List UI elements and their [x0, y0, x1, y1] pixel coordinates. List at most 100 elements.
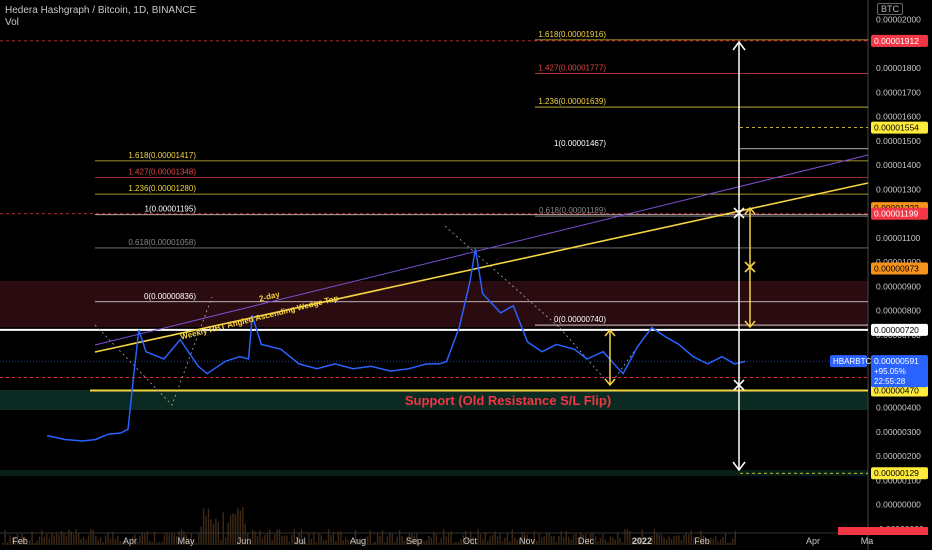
volume-bar [139, 535, 141, 545]
volume-bar [173, 534, 175, 545]
volume-bar [663, 537, 665, 545]
x-tick-label: Apr [123, 536, 137, 546]
price-label: 0.00001554 [874, 123, 919, 133]
volume-bar [100, 537, 102, 545]
volume-bar [41, 530, 43, 545]
volume-bar [305, 542, 308, 545]
x-tick-label: Oct [463, 536, 478, 546]
volume-bar [533, 530, 536, 545]
fib-label: 0(0.00000740) [554, 315, 606, 324]
volume-bar [653, 529, 656, 545]
volume-bar [310, 538, 313, 545]
volume-indicator-label[interactable]: Vol [5, 17, 19, 28]
price-tag-change: +95.05% [874, 367, 906, 376]
volume-bar [298, 532, 300, 545]
volume-bar [729, 542, 732, 545]
volume-bar [511, 529, 513, 545]
volume-bar [146, 531, 148, 545]
volume-bar [77, 532, 80, 545]
volume-bar [254, 531, 256, 545]
volume-bar [616, 533, 619, 545]
volume-bar [514, 537, 516, 545]
volume-bar [376, 533, 379, 545]
price-label: 0.00001199 [874, 209, 919, 219]
volume-bar [536, 541, 538, 545]
volume-bar [136, 541, 139, 545]
volume-bar [24, 536, 26, 545]
volume-bar [38, 536, 41, 545]
volume-bar [362, 542, 364, 545]
volume-bar [19, 540, 21, 545]
volume-bar [308, 532, 310, 545]
volume-bar [2, 543, 4, 545]
volume-bar [82, 537, 85, 545]
support-zone [0, 390, 868, 410]
volume-bar [205, 515, 207, 545]
volume-bar [283, 535, 286, 545]
volume-bar [462, 535, 464, 545]
y-tick-label: 0.00000200 [876, 451, 921, 461]
y-tick-label: 0.00001800 [876, 63, 921, 73]
volume-bar [629, 530, 631, 545]
volume-bar [296, 539, 298, 545]
price-tag-bg [871, 355, 928, 388]
price-label-bg [871, 384, 928, 397]
price-label: 0.00000720 [874, 325, 919, 335]
volume-bar [80, 539, 82, 545]
volume-bar [95, 535, 97, 545]
volume-bar [609, 536, 611, 545]
pattern-dotted-line [94, 296, 213, 406]
volume-bar [129, 540, 131, 545]
volume-bar [585, 534, 587, 545]
volume-bar [119, 541, 121, 545]
volume-bar [541, 537, 543, 545]
volume-bar [474, 541, 477, 545]
volume-bar [51, 532, 53, 545]
volume-bar [53, 535, 55, 545]
volume-bar [190, 533, 193, 545]
currency-badge[interactable]: BTC [877, 3, 903, 15]
volume-bar [496, 536, 499, 545]
volume-bar [452, 542, 455, 545]
volume-bar [261, 538, 264, 545]
volume-bar [673, 535, 675, 545]
volume-bar [349, 539, 352, 545]
volume-bar [690, 530, 692, 545]
volume-bar [411, 532, 413, 545]
volume-bar [612, 537, 614, 545]
volume-bar [198, 532, 200, 545]
volume-bar [325, 539, 327, 545]
x-tick-label: Aug [350, 536, 366, 546]
volume-bar [494, 531, 496, 545]
y-tick-label: 0.00000400 [876, 403, 921, 413]
volume-bar [4, 530, 6, 545]
volume-bar [359, 540, 362, 545]
volume-bar [727, 542, 729, 545]
y-tick-label: 0.00000300 [876, 427, 921, 437]
volume-bar [300, 529, 303, 545]
volume-bar [487, 540, 489, 545]
volume-bar [288, 541, 291, 545]
volume-bar [149, 540, 151, 545]
volume-bar [545, 533, 548, 545]
volume-bar [563, 537, 565, 545]
fib-label: 1.236(0.00001639) [538, 97, 606, 106]
volume-bar [264, 534, 266, 545]
fib-label: 0(0.00000836) [144, 292, 196, 301]
volume-bar [46, 533, 48, 545]
volume-bar [443, 529, 445, 545]
volume-bar [303, 541, 305, 545]
fib-label: 1(0.00001195) [145, 205, 197, 214]
volume-bar [538, 534, 540, 545]
volume-bar [408, 532, 411, 545]
volume-bar [636, 538, 638, 545]
volume-bar [85, 540, 87, 545]
volume-bar [215, 518, 217, 545]
volume-bar [281, 535, 283, 545]
volume-bar [335, 540, 337, 545]
volume-bar [239, 510, 242, 545]
price-label-bg [871, 34, 928, 47]
volume-bar [499, 534, 501, 545]
volume-bar [379, 535, 381, 545]
